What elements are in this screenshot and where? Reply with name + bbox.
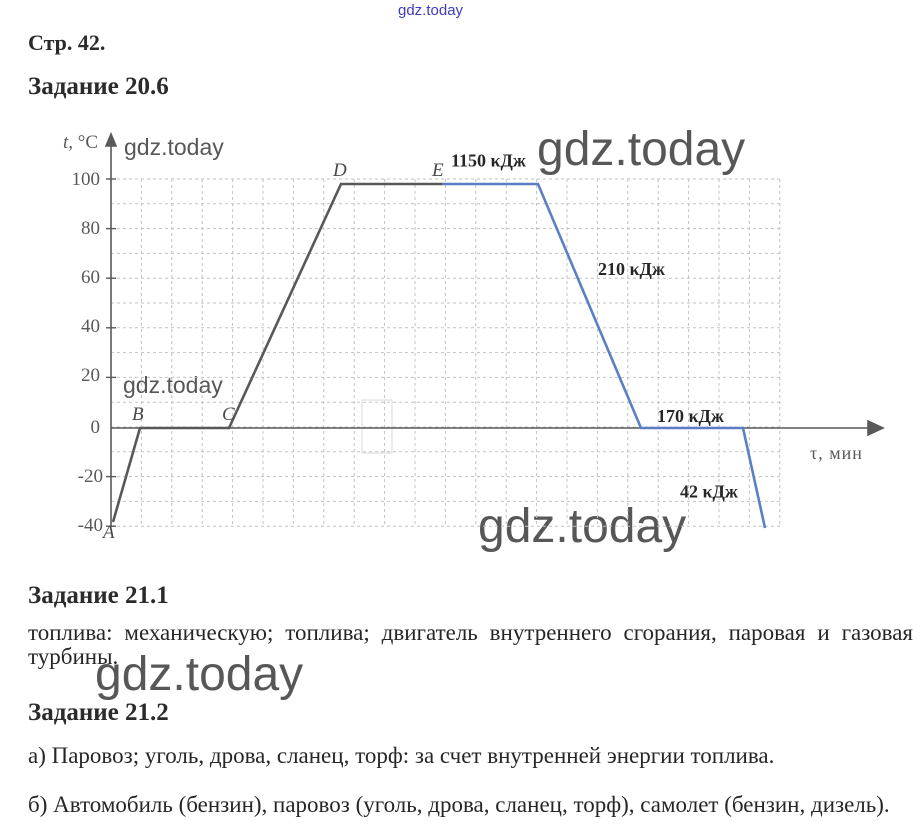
svg-text:60: 60 <box>81 267 100 288</box>
svg-text:A: A <box>101 522 115 543</box>
svg-text:-40: -40 <box>78 515 103 536</box>
svg-text:t, °C: t, °C <box>63 132 98 153</box>
svg-text:80: 80 <box>81 218 100 239</box>
svg-text:E: E <box>431 160 444 181</box>
svg-text:τ, мин: τ, мин <box>810 443 863 463</box>
svg-text:40: 40 <box>81 316 100 337</box>
svg-text:210 κДж: 210 κДж <box>598 259 666 279</box>
svg-text:100: 100 <box>72 169 101 190</box>
svg-text:1150 κДж: 1150 κДж <box>451 151 527 171</box>
svg-text:B: B <box>132 404 144 425</box>
svg-text:0: 0 <box>91 417 101 438</box>
svg-text:D: D <box>332 160 347 181</box>
svg-text:42 κДж: 42 κДж <box>680 482 739 502</box>
svg-text:170 κДж: 170 κДж <box>657 406 725 426</box>
svg-text:-20: -20 <box>78 466 103 487</box>
svg-text:20: 20 <box>81 365 100 386</box>
svg-text:C: C <box>222 404 235 425</box>
